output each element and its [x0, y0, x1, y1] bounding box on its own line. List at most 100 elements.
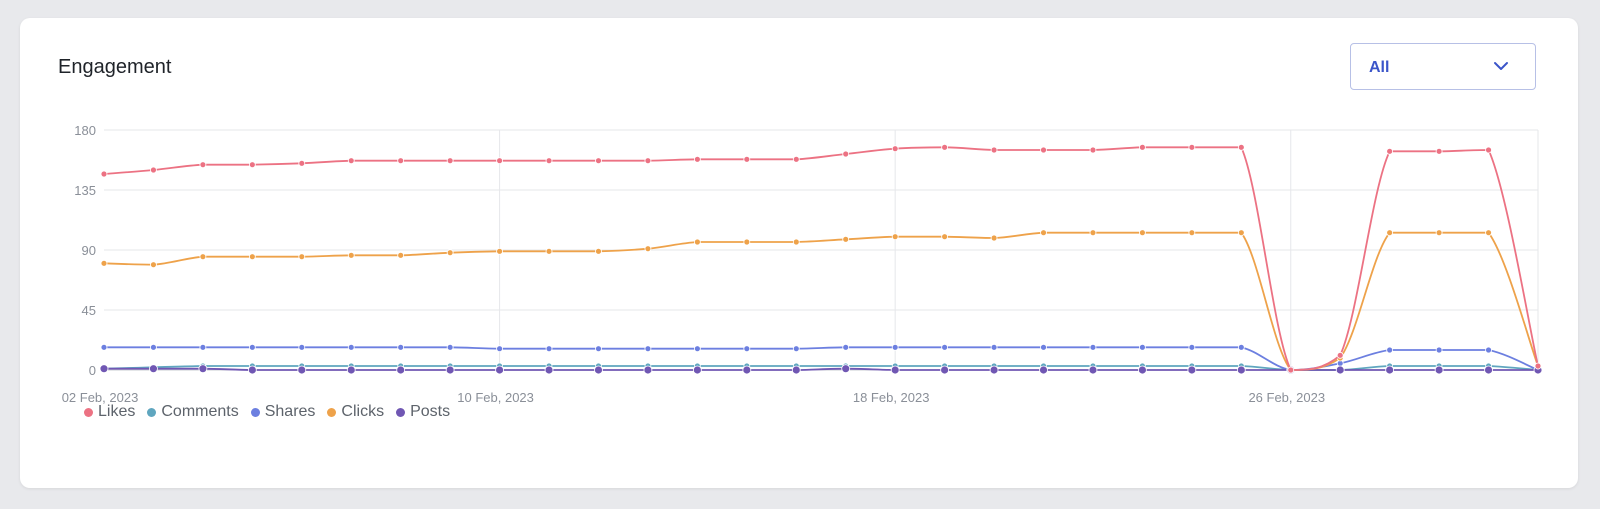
data-point-shares[interactable] [693, 345, 701, 353]
data-point-likes[interactable] [347, 157, 355, 165]
legend-item-comments[interactable]: Comments [147, 403, 239, 421]
data-point-likes[interactable] [397, 157, 405, 165]
data-point-likes[interactable] [1336, 351, 1344, 359]
data-point-posts[interactable] [1088, 365, 1098, 375]
data-point-likes[interactable] [1435, 147, 1443, 155]
data-point-shares[interactable] [1040, 343, 1047, 351]
data-point-clicks[interactable] [199, 253, 207, 261]
data-point-posts[interactable] [841, 364, 851, 374]
data-point-clicks[interactable] [446, 249, 454, 257]
data-point-clicks[interactable] [100, 259, 108, 267]
data-point-likes[interactable] [496, 157, 503, 165]
data-point-shares[interactable] [743, 345, 751, 353]
data-point-likes[interactable] [1485, 146, 1492, 154]
data-point-clicks[interactable] [248, 253, 256, 261]
data-point-posts[interactable] [346, 365, 356, 375]
data-point-clicks[interactable] [595, 247, 602, 255]
data-point-posts[interactable] [1039, 365, 1048, 375]
data-point-posts[interactable] [396, 365, 406, 375]
data-point-clicks[interactable] [1435, 229, 1443, 237]
data-point-shares[interactable] [1139, 343, 1146, 351]
data-point-shares[interactable] [891, 343, 899, 351]
data-point-clicks[interactable] [150, 261, 157, 269]
data-point-clicks[interactable] [347, 251, 355, 259]
data-point-clicks[interactable] [1485, 229, 1492, 237]
data-point-shares[interactable] [1435, 346, 1443, 354]
data-point-posts[interactable] [297, 365, 307, 375]
data-point-posts[interactable] [445, 365, 455, 375]
data-point-posts[interactable] [544, 365, 554, 375]
data-point-posts[interactable] [791, 365, 801, 375]
data-point-shares[interactable] [100, 343, 108, 351]
data-point-posts[interactable] [940, 365, 950, 375]
data-point-clicks[interactable] [1237, 229, 1245, 237]
legend-item-posts[interactable]: Posts [396, 403, 450, 421]
data-point-likes[interactable] [150, 166, 157, 174]
data-point-clicks[interactable] [891, 233, 899, 241]
data-point-likes[interactable] [100, 170, 108, 178]
data-point-shares[interactable] [842, 343, 850, 351]
data-point-likes[interactable] [990, 146, 998, 154]
data-point-posts[interactable] [149, 364, 158, 374]
data-point-clicks[interactable] [743, 238, 751, 246]
data-point-shares[interactable] [990, 343, 998, 351]
data-point-posts[interactable] [1434, 365, 1444, 375]
data-point-shares[interactable] [545, 345, 553, 353]
data-point-clicks[interactable] [545, 247, 553, 255]
data-point-posts[interactable] [890, 365, 900, 375]
data-point-shares[interactable] [644, 345, 652, 353]
data-point-likes[interactable] [446, 157, 454, 165]
data-point-posts[interactable] [1138, 365, 1147, 375]
data-point-likes[interactable] [1534, 362, 1542, 370]
data-point-clicks[interactable] [1386, 229, 1394, 237]
data-point-likes[interactable] [644, 157, 652, 165]
data-point-shares[interactable] [1188, 343, 1196, 351]
data-point-likes[interactable] [199, 161, 207, 169]
data-point-likes[interactable] [1287, 366, 1295, 374]
data-point-shares[interactable] [1237, 343, 1245, 351]
data-point-clicks[interactable] [792, 238, 800, 246]
data-point-likes[interactable] [1139, 143, 1146, 151]
data-point-shares[interactable] [792, 345, 800, 353]
data-point-posts[interactable] [1187, 365, 1197, 375]
data-point-clicks[interactable] [1188, 229, 1196, 237]
data-point-clicks[interactable] [644, 245, 652, 253]
data-point-clicks[interactable] [1139, 229, 1146, 237]
data-point-posts[interactable] [1335, 365, 1345, 375]
legend-item-likes[interactable]: Likes [84, 403, 135, 421]
data-point-posts[interactable] [742, 365, 752, 375]
data-point-posts[interactable] [1236, 365, 1246, 375]
data-point-shares[interactable] [199, 343, 207, 351]
data-point-posts[interactable] [99, 364, 109, 374]
data-point-posts[interactable] [989, 365, 999, 375]
data-point-clicks[interactable] [693, 238, 701, 246]
legend-item-shares[interactable]: Shares [250, 403, 315, 421]
data-point-likes[interactable] [693, 155, 701, 163]
data-point-likes[interactable] [1386, 147, 1394, 155]
data-point-shares[interactable] [298, 343, 306, 351]
data-point-shares[interactable] [150, 343, 157, 351]
data-point-clicks[interactable] [397, 251, 405, 259]
data-point-shares[interactable] [347, 343, 355, 351]
data-point-shares[interactable] [1089, 343, 1097, 351]
data-point-clicks[interactable] [1089, 229, 1097, 237]
filter-select[interactable]: All [1350, 43, 1536, 90]
data-point-shares[interactable] [1386, 346, 1394, 354]
data-point-posts[interactable] [198, 364, 208, 374]
data-point-posts[interactable] [495, 365, 504, 375]
data-point-posts[interactable] [247, 365, 257, 375]
data-point-shares[interactable] [496, 345, 503, 353]
data-point-clicks[interactable] [298, 253, 306, 261]
data-point-likes[interactable] [298, 159, 306, 167]
data-point-shares[interactable] [397, 343, 405, 351]
data-point-shares[interactable] [1485, 346, 1492, 354]
data-point-posts[interactable] [643, 365, 653, 375]
data-point-likes[interactable] [1040, 146, 1047, 154]
data-point-likes[interactable] [792, 155, 800, 163]
data-point-clicks[interactable] [1040, 229, 1047, 237]
data-point-likes[interactable] [595, 157, 602, 165]
data-point-likes[interactable] [842, 150, 850, 158]
data-point-likes[interactable] [1188, 143, 1196, 151]
data-point-likes[interactable] [1089, 146, 1097, 154]
data-point-clicks[interactable] [842, 235, 850, 243]
